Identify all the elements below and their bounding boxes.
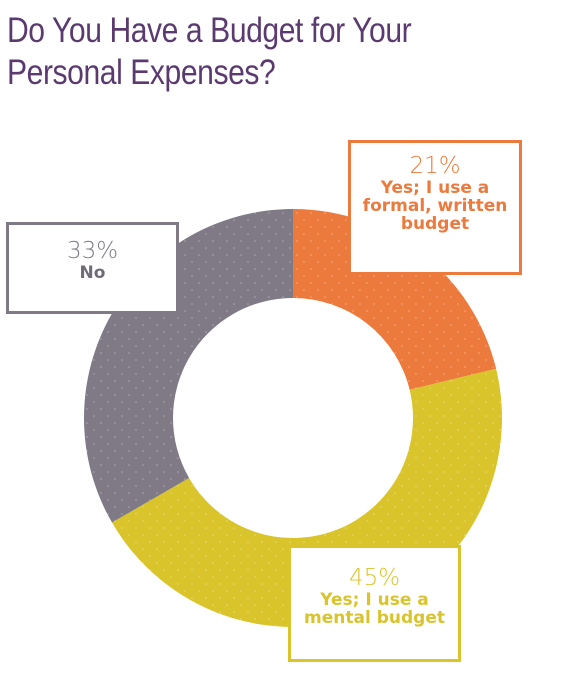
chart-title: Do You Have a Budget for Your Personal E… bbox=[7, 11, 412, 92]
label-mental-budget-percent: 45% bbox=[348, 565, 401, 591]
label-mental-budget: 45% Yes; I use a mental budget bbox=[288, 545, 461, 662]
slice-formal-budget bbox=[293, 209, 497, 390]
label-formal-budget: 21% Yes; I use a formal, written budget bbox=[348, 140, 522, 275]
label-formal-budget-percent: 21% bbox=[409, 153, 461, 179]
label-no-budget-percent: 33% bbox=[66, 238, 119, 264]
label-mental-budget-text: Yes; I use a mental budget bbox=[304, 590, 445, 628]
label-no-budget: 33% No bbox=[6, 222, 179, 314]
label-formal-budget-text: Yes; I use a formal, written budget bbox=[362, 178, 508, 234]
label-no-budget-text: No bbox=[79, 263, 106, 283]
